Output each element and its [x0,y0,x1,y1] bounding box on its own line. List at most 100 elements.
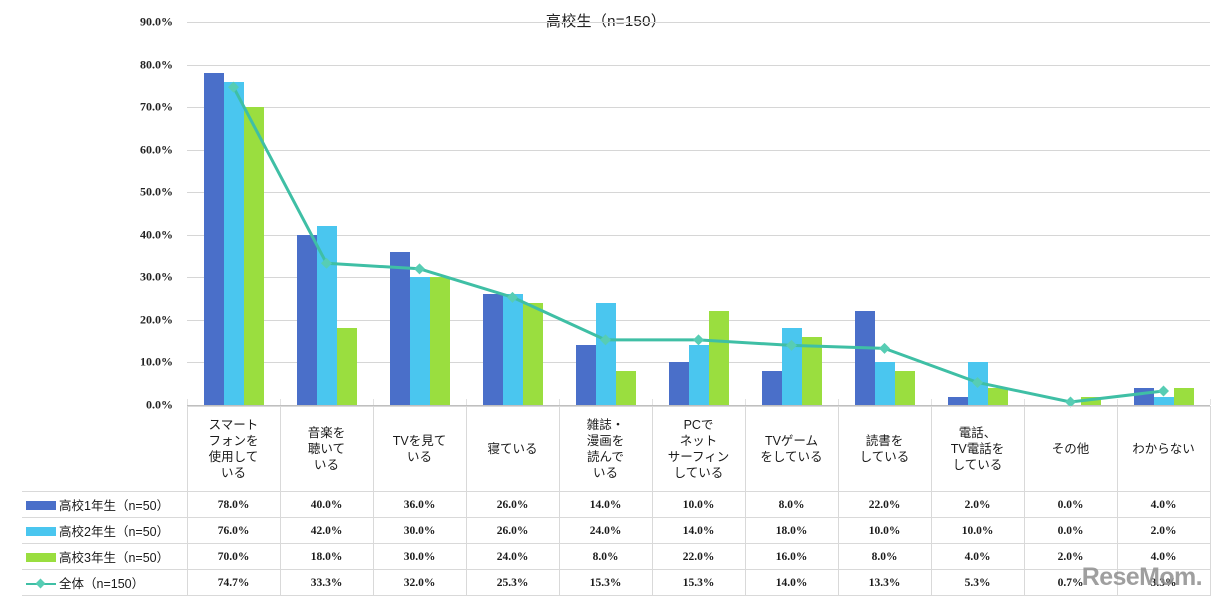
bar [389,251,410,405]
bar [595,302,616,405]
bar [429,277,450,405]
table-cell-value: 30.0% [372,517,467,544]
watermark: ReseMom. [1081,563,1203,591]
category-label: スマート フォンを 使用して いる [186,406,281,492]
bar [854,311,875,405]
table-cell-value: 78.0% [186,491,281,518]
table-cell-value: 40.0% [279,491,374,518]
bar [296,234,317,405]
table-cell-value: 18.0% [279,543,374,570]
legend-swatch-icon [26,501,56,511]
bar [482,294,503,405]
table-row: 全体（n=150） 74.7% 33.3% 32.0% 25.3% 15.3% 15.3% 1… [22,569,1211,596]
line-marker [414,263,425,275]
table-cell-value: 70.0% [186,543,281,570]
table-cell-value: 22.0% [837,491,932,518]
legend-label-cell: 高校3年生（n=50） [22,543,188,570]
gridline [187,149,1210,151]
legend-series-name: 高校3年生（n=50） [59,551,170,565]
gridline [187,64,1210,66]
line-marker [507,291,518,303]
table-cell-value: 36.0% [372,491,467,518]
category-label: TVゲーム をしている [744,406,839,492]
bar-group [559,22,652,405]
gridline [187,234,1210,236]
bar [894,370,915,405]
legend-swatch-icon [26,553,56,563]
bar [502,294,523,405]
table-cell-value: 33.3% [279,569,374,596]
axis-tick [838,399,839,405]
y-axis-tick-label: 70.0% [140,99,173,114]
table-cell-value: 32.0% [372,569,467,596]
table-row: 高校3年生（n=50） 70.0% 18.0% 30.0% 24.0% 8.0% 22.0%… [22,543,1211,570]
line-marker [321,257,332,269]
table-cell-value: 15.3% [651,569,746,596]
line-marker [693,334,704,346]
bar [761,370,782,405]
table-cell-value: 76.0% [186,517,281,544]
line-marker [600,334,611,346]
data-table: スマート フォンを 使用して いる 音楽を 聴いて いる TVを見て いる 寝ている 雑誌・ 漫画を読… [22,406,1211,596]
bar-group [745,22,838,405]
bar [575,345,596,405]
gridline [187,405,1210,406]
gridline [187,107,1210,109]
y-axis-labels: 0.0% 10.0% 20.0% 30.0% 40.0% 50.0% 60.0% 70.0% 8… [0,15,183,412]
bar [409,277,430,405]
table-cell-value: 18.0% [744,517,839,544]
line-marker [1158,385,1169,397]
table-cell-value: 0.0% [1023,517,1118,544]
table-cell-value: 16.0% [744,543,839,570]
category-label: 読書を している [837,406,932,492]
table-corner-cell [22,407,187,492]
legend-line-marker-icon [26,579,56,588]
table-cell-value: 26.0% [465,517,560,544]
table-cell-value: 4.0% [1116,543,1211,570]
axis-tick [1024,399,1025,405]
gridline [187,277,1210,279]
table-cell-value: 15.3% [558,569,653,596]
table-cell-value: 13.3% [837,569,932,596]
table-cell-value: 2.0% [1116,517,1211,544]
y-axis-tick-label: 40.0% [140,227,173,242]
legend-label-cell: 全体（n=150） [22,569,188,596]
y-axis-tick-label: 60.0% [140,142,173,157]
axis-tick [466,399,467,405]
chart-title: 高校生（n=150） [545,13,667,30]
y-axis-tick-label: 30.0% [140,269,173,284]
bar [1173,387,1194,405]
table-row: 高校2年生（n=50） 76.0% 42.0% 30.0% 26.0% 24.0% 14.0… [22,517,1211,544]
bar [203,73,224,405]
table-cell-value: 0.7% [1023,569,1118,596]
table-cell-value: 10.0% [930,517,1025,544]
axis-tick [745,399,746,405]
table-cell-value: 42.0% [279,517,374,544]
bar [316,226,337,405]
y-axis-tick-label: 20.0% [140,312,173,327]
bar [947,396,968,405]
table-cell-value: 4.0% [930,543,1025,570]
y-axis-tick-label: 80.0% [140,57,173,72]
table-cell-value: 2.0% [1023,543,1118,570]
category-label: 音楽を 聴いて いる [279,406,374,492]
bar [801,336,822,405]
table-cell-value: 4.0% [1116,491,1211,518]
category-label: TVを見て いる [372,406,467,492]
bar [243,107,264,405]
plot-area [187,22,1211,408]
line-marker [1065,396,1076,408]
bar [688,345,709,405]
table-cell-value: 2.0% [930,491,1025,518]
bar [615,370,636,405]
y-axis-tick-label: 10.0% [140,354,173,369]
line-marker [228,81,239,93]
axis-tick [280,399,281,405]
table-cell-value: 8.0% [744,491,839,518]
legend-label-cell: 高校1年生（n=50） [22,491,188,518]
line-series-overall [228,81,1169,408]
table-cell-value: 14.0% [651,517,746,544]
table-cell-value: 24.0% [558,517,653,544]
category-label: 電話、 TV電話を している [930,406,1025,492]
